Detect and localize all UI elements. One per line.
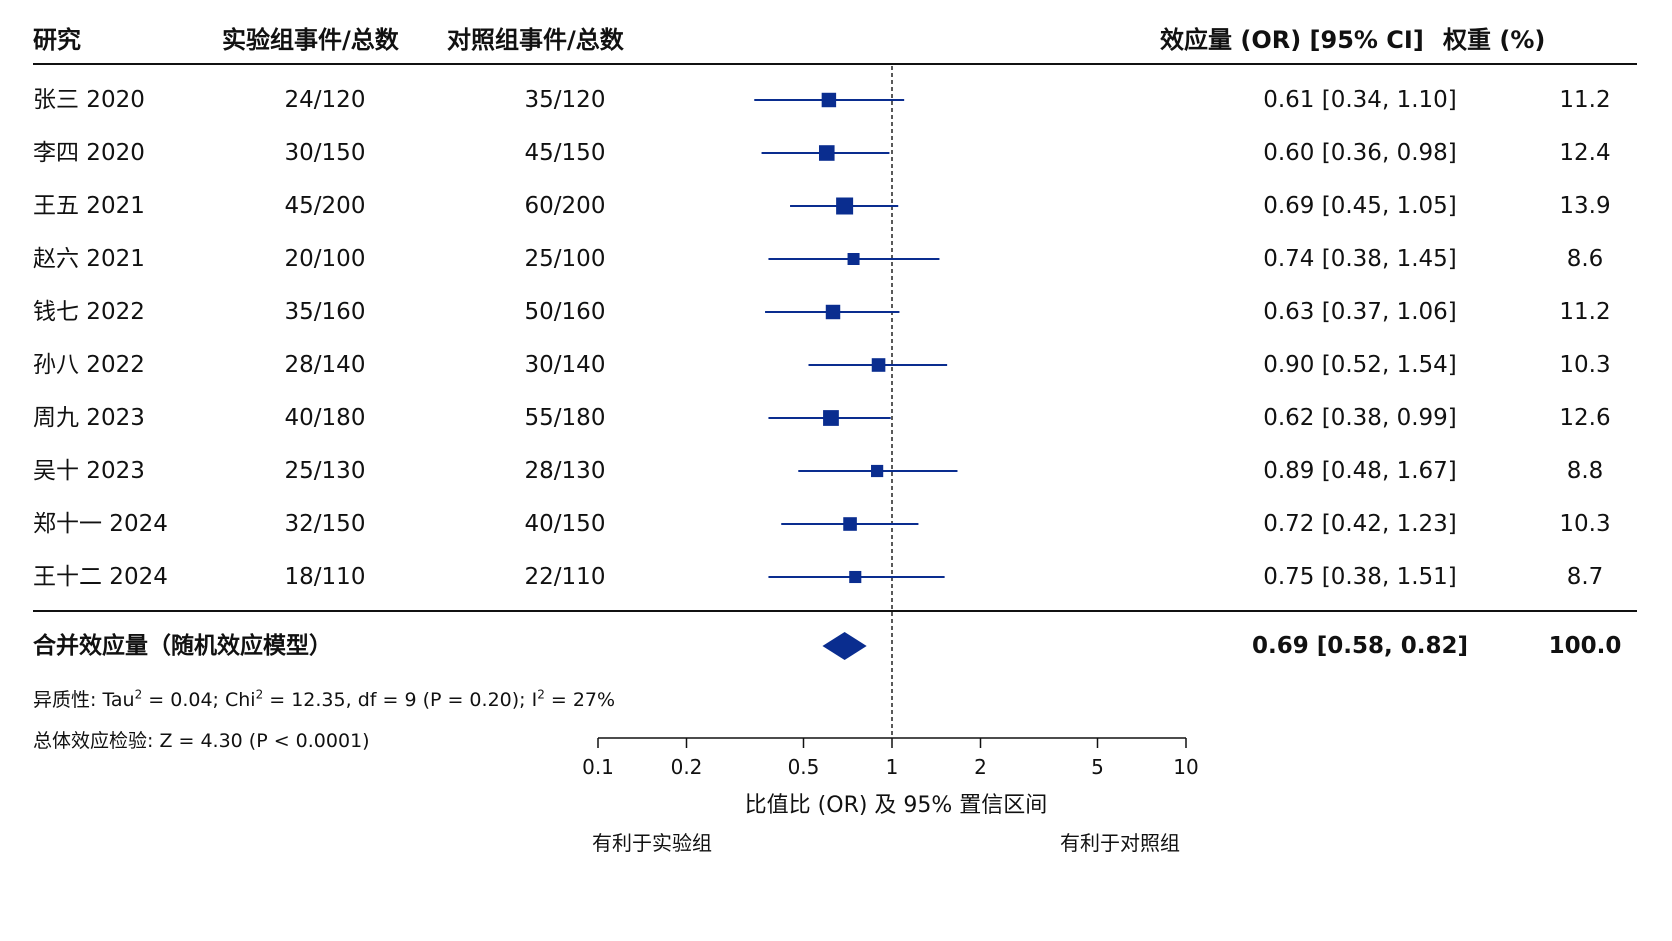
x-tick-label: 0.2 bbox=[671, 755, 703, 779]
x-tick-label: 0.1 bbox=[582, 755, 614, 779]
effect-ci: 0.61 [0.34, 1.10] bbox=[1263, 87, 1457, 113]
heterogeneity-note: 异质性: Tau2 = 0.04; Chi2 = 12.35, df = 9 (… bbox=[33, 687, 616, 711]
exp-events: 30/150 bbox=[284, 140, 366, 166]
favours-right-label: 有利于对照组 bbox=[1060, 831, 1180, 855]
x-tick-label: 0.5 bbox=[788, 755, 820, 779]
study-name: 吴十 2023 bbox=[33, 458, 145, 484]
overall-test-note: 总体效应检验: Z = 4.30 (P < 0.0001) bbox=[33, 730, 370, 752]
study-name: 王五 2021 bbox=[33, 193, 145, 219]
ctl-events: 55/180 bbox=[524, 405, 606, 431]
effect-ci: 0.69 [0.45, 1.05] bbox=[1263, 193, 1457, 219]
effect-ci: 0.90 [0.52, 1.54] bbox=[1263, 352, 1457, 378]
study-weight: 8.8 bbox=[1566, 458, 1604, 484]
favours-left-label: 有利于实验组 bbox=[592, 831, 712, 855]
header-rule bbox=[33, 63, 1637, 65]
study-name: 周九 2023 bbox=[33, 405, 145, 431]
x-tick-label: 10 bbox=[1173, 755, 1198, 779]
study-name: 王十二 2024 bbox=[33, 564, 168, 590]
study-name: 钱七 2022 bbox=[33, 299, 145, 325]
study-marker bbox=[871, 358, 886, 372]
study-weight: 12.4 bbox=[1559, 140, 1611, 166]
ctl-events: 60/200 bbox=[524, 193, 606, 219]
effect-ci: 0.72 [0.42, 1.23] bbox=[1263, 511, 1457, 537]
effect-ci: 0.62 [0.38, 0.99] bbox=[1263, 405, 1457, 431]
x-tick-label: 2 bbox=[974, 755, 987, 779]
header-exp: 实验组事件/总数 bbox=[222, 26, 399, 54]
exp-events: 28/140 bbox=[284, 352, 366, 378]
ctl-events: 40/150 bbox=[524, 511, 606, 537]
effect-ci: 0.60 [0.36, 0.98] bbox=[1263, 140, 1457, 166]
pooled-weight: 100.0 bbox=[1548, 633, 1622, 659]
header-study: 研究 bbox=[33, 26, 81, 54]
study-marker bbox=[836, 197, 854, 215]
study-weight: 11.2 bbox=[1559, 87, 1611, 113]
header-effect: 效应量 (OR) [95% CI] bbox=[1160, 26, 1424, 54]
ctl-events: 25/100 bbox=[524, 246, 606, 272]
exp-events: 24/120 bbox=[284, 87, 366, 113]
study-weight: 8.6 bbox=[1566, 246, 1604, 272]
study-marker bbox=[825, 304, 841, 320]
header-ctl: 对照组事件/总数 bbox=[447, 26, 624, 54]
ctl-events: 50/160 bbox=[524, 299, 606, 325]
ctl-events: 28/130 bbox=[524, 458, 606, 484]
pooled-diamond bbox=[822, 632, 867, 660]
study-name: 张三 2020 bbox=[33, 87, 145, 113]
study-name: 李四 2020 bbox=[33, 140, 145, 166]
study-marker bbox=[821, 92, 837, 108]
study-marker bbox=[818, 145, 835, 161]
x-tick-label: 1 bbox=[886, 755, 899, 779]
effect-ci: 0.75 [0.38, 1.51] bbox=[1263, 564, 1457, 590]
study-weight: 10.3 bbox=[1559, 352, 1611, 378]
exp-events: 20/100 bbox=[284, 246, 366, 272]
study-marker bbox=[843, 517, 857, 531]
ctl-events: 35/120 bbox=[524, 87, 606, 113]
study-weight: 12.6 bbox=[1559, 405, 1611, 431]
effect-ci: 0.89 [0.48, 1.67] bbox=[1263, 458, 1457, 484]
study-marker bbox=[871, 464, 884, 478]
pooled-rule bbox=[33, 610, 1637, 612]
x-tick-label: 5 bbox=[1091, 755, 1104, 779]
study-name: 郑十一 2024 bbox=[33, 511, 168, 537]
pooled-ci-text: 0.69 [0.58, 0.82] bbox=[1251, 633, 1469, 659]
exp-events: 18/110 bbox=[284, 564, 366, 590]
study-weight: 11.2 bbox=[1559, 299, 1611, 325]
x-axis-label: 比值比 (OR) 及 95% 置信区间 bbox=[745, 793, 1048, 818]
study-weight: 8.7 bbox=[1566, 564, 1604, 590]
study-marker bbox=[823, 410, 839, 426]
effect-ci: 0.74 [0.38, 1.45] bbox=[1263, 246, 1457, 272]
pooled-label: 合并效应量（随机效应模型） bbox=[33, 633, 332, 659]
exp-events: 45/200 bbox=[284, 193, 366, 219]
exp-events: 25/130 bbox=[284, 458, 366, 484]
study-weight: 10.3 bbox=[1559, 511, 1611, 537]
exp-events: 35/160 bbox=[284, 299, 366, 325]
ctl-events: 45/150 bbox=[524, 140, 606, 166]
study-marker bbox=[849, 570, 862, 584]
header-weight: 权重 (%) bbox=[1443, 26, 1546, 54]
study-name: 赵六 2021 bbox=[33, 246, 145, 272]
study-name: 孙八 2022 bbox=[33, 352, 145, 378]
exp-events: 32/150 bbox=[284, 511, 366, 537]
exp-events: 40/180 bbox=[284, 405, 366, 431]
study-weight: 13.9 bbox=[1559, 193, 1611, 219]
ctl-events: 30/140 bbox=[524, 352, 606, 378]
study-marker bbox=[847, 253, 860, 265]
effect-ci: 0.63 [0.37, 1.06] bbox=[1263, 299, 1457, 325]
ctl-events: 22/110 bbox=[524, 564, 606, 590]
